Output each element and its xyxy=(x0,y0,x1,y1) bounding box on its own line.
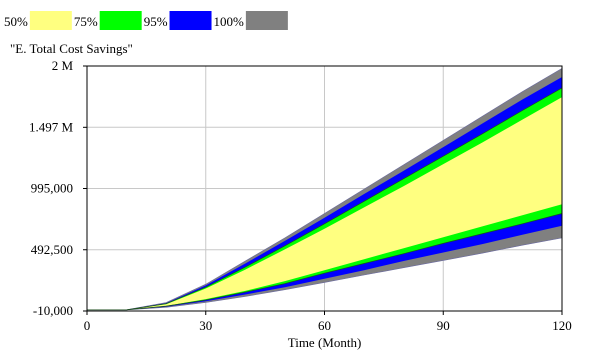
legend-swatch xyxy=(99,11,142,30)
band-50pct xyxy=(87,97,562,310)
y-tick-label: 995,000 xyxy=(31,181,73,196)
legend-swatch xyxy=(245,11,288,30)
legend-swatch xyxy=(169,11,212,30)
y-axis-ticks: -10,000 492,500 995,000 1.497 M 2 M xyxy=(29,58,87,318)
band-edge-line xyxy=(87,87,563,311)
y-tick-label: 1.497 M xyxy=(29,119,74,134)
x-axis-label: Time (Month) xyxy=(288,335,362,350)
x-tick-label: 0 xyxy=(84,318,91,333)
chart-title: "E. Total Cost Savings" xyxy=(10,41,133,56)
legend-label: 50% xyxy=(4,14,28,29)
x-tick-label: 60 xyxy=(318,318,331,333)
legend-swatch xyxy=(29,11,72,30)
legend: 50% 75% 95% 100% xyxy=(4,11,288,30)
y-tick-label: 2 M xyxy=(52,58,74,73)
x-axis-ticks: 0 30 60 90 120 xyxy=(84,311,572,333)
band-95pct xyxy=(87,77,562,310)
x-tick-label: 30 xyxy=(199,318,212,333)
x-tick-label: 90 xyxy=(437,318,450,333)
legend-label: 95% xyxy=(144,14,168,29)
sensitivity-bands xyxy=(87,67,563,311)
x-tick-label: 120 xyxy=(552,318,572,333)
legend-label: 100% xyxy=(214,14,245,29)
band-edge-line xyxy=(87,213,563,311)
y-tick-label: 492,500 xyxy=(31,242,73,257)
legend-label: 75% xyxy=(74,14,98,29)
y-tick-label: -10,000 xyxy=(33,303,73,318)
